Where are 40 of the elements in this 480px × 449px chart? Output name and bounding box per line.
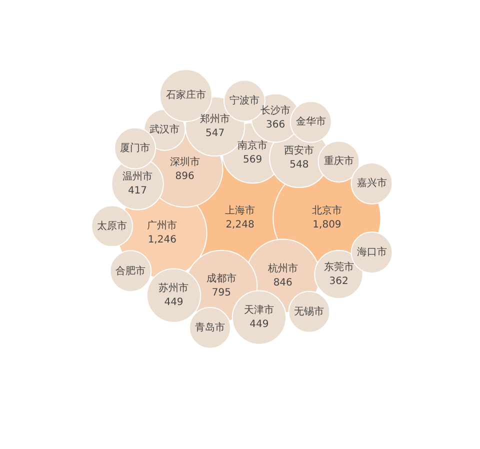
data-label: 362: [329, 276, 348, 288]
category-label: 上海市: [225, 204, 255, 217]
category-label: 青岛市: [195, 321, 226, 334]
category-label: 太原市: [97, 220, 128, 232]
data-label: 569: [242, 154, 262, 166]
data-label: 548: [290, 159, 309, 170]
data-label: 846: [273, 278, 292, 289]
data-label: 547: [205, 128, 225, 140]
data-label: 1,809: [312, 220, 342, 231]
category-label: 海口市: [356, 246, 387, 258]
category-label: 成都市: [206, 272, 236, 285]
category-label: 嘉兴市: [356, 177, 387, 190]
category-label: 东莞市: [324, 261, 354, 274]
category-label: 无锡市: [294, 305, 324, 318]
data-label: 417: [128, 185, 148, 196]
data-label: 1,246: [148, 234, 176, 246]
category-label: 长沙市: [260, 104, 291, 117]
category-label: 温州市: [122, 170, 152, 182]
category-label: 北京市: [312, 204, 342, 217]
data-label: 795: [212, 288, 231, 299]
data-label: 896: [175, 170, 194, 182]
category-label: 武汉市: [150, 123, 180, 136]
category-label: 苏州市: [158, 282, 189, 294]
data-label: 449: [164, 297, 184, 308]
category-label: 金华市: [296, 115, 326, 128]
category-label: 宁波市: [229, 94, 260, 106]
category-label: 广州市: [147, 220, 178, 232]
category-label: 杭州市: [266, 262, 298, 275]
category-label: 合肥市: [116, 264, 146, 277]
category-label: 西安市: [284, 144, 314, 156]
category-label: 南京市: [238, 140, 268, 152]
category-label: 天津市: [244, 304, 274, 316]
category-label: 石家庄市: [166, 89, 206, 102]
category-label: 郑州市: [200, 113, 230, 126]
category-label: 重庆市: [324, 155, 354, 168]
data-label: 366: [266, 120, 286, 131]
category-label: 厦门市: [120, 142, 150, 154]
data-label: 449: [250, 319, 269, 330]
category-label: 深圳市: [170, 156, 200, 168]
data-label: 2,248: [226, 220, 254, 231]
